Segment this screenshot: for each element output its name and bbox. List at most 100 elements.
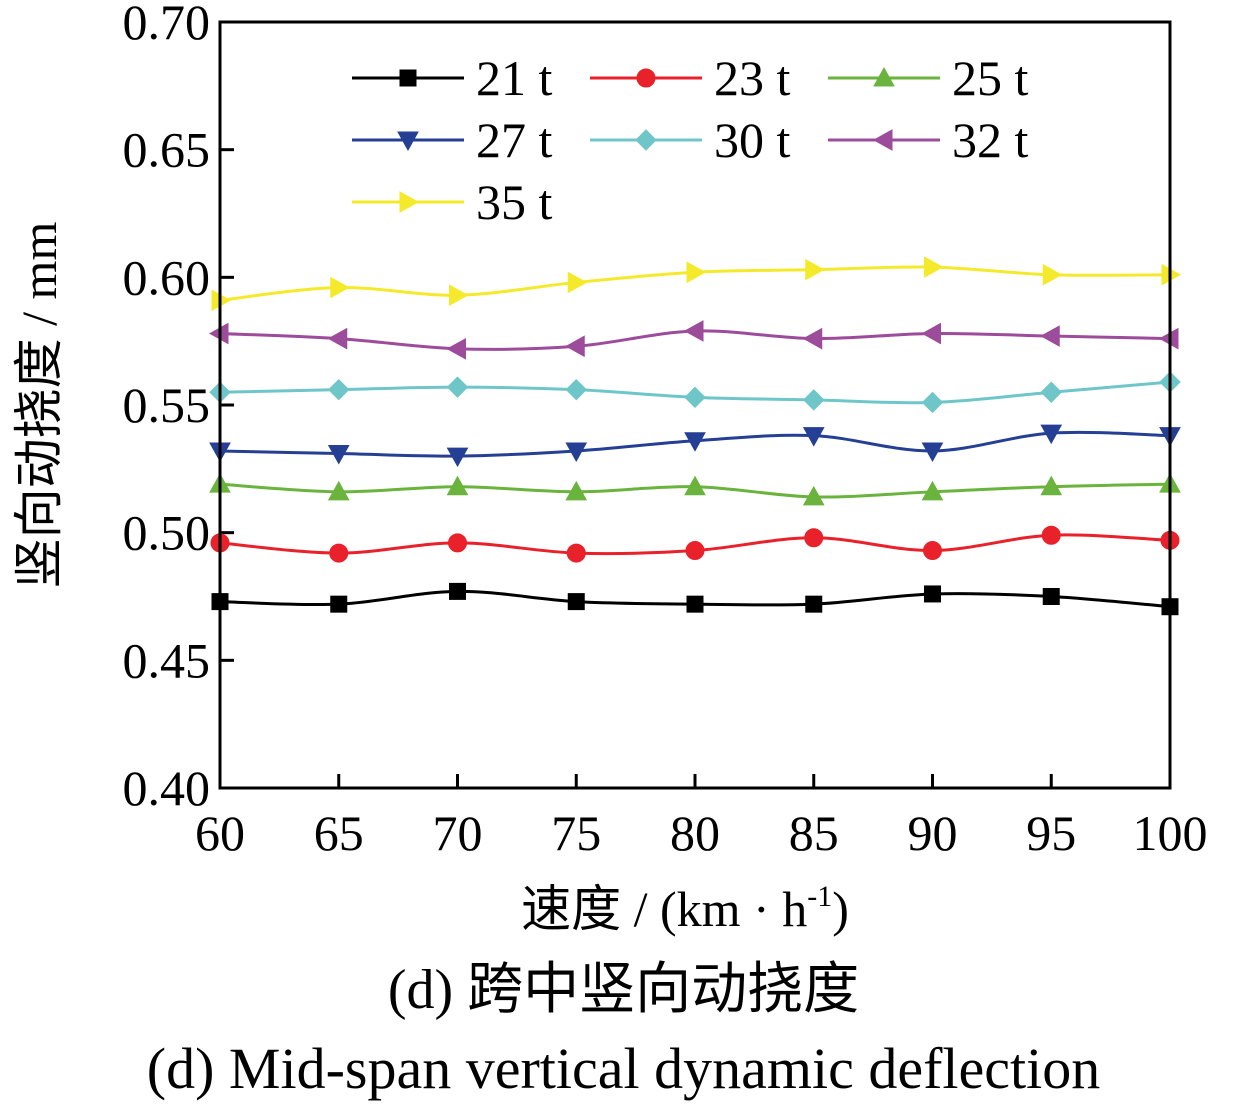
legend-item: 35 t (352, 174, 553, 230)
data-point (684, 475, 706, 496)
data-point (802, 485, 825, 506)
legend-label: 27 t (476, 112, 553, 168)
legend-marker (635, 129, 657, 151)
data-point (330, 276, 350, 299)
data-point (805, 258, 825, 281)
y-tick-label: 0.65 (123, 122, 211, 178)
data-point (449, 582, 466, 600)
y-tick-label: 0.45 (123, 632, 211, 688)
y-tick-label: 0.70 (123, 0, 211, 50)
legend-item: 23 t (590, 50, 791, 106)
x-axis-label-close: ) (832, 881, 849, 937)
data-point (686, 595, 704, 613)
data-point (921, 322, 941, 345)
x-axis-label-superscript: -1 (807, 880, 832, 913)
x-tick-label: 85 (789, 805, 839, 861)
data-point (1042, 263, 1063, 286)
data-point (921, 480, 944, 501)
data-point (1040, 381, 1062, 403)
legend-label: 32 t (952, 112, 1029, 168)
legend-item: 21 t (352, 50, 553, 106)
y-tick-label: 0.50 (123, 505, 211, 561)
data-point (921, 391, 944, 414)
data-point (924, 585, 941, 603)
legend-item: 25 t (828, 50, 1029, 106)
legend-item: 30 t (590, 112, 791, 168)
x-tick-label: 65 (314, 805, 364, 861)
series-30t (209, 371, 1181, 414)
data-point (802, 427, 825, 447)
ticks-layer: 0.40 0.45 0.50 0.55 0.60 0.65 0.70 60 65 70 75 80 85… (123, 0, 1208, 861)
data-point (924, 256, 944, 278)
caption-english: (d) Mid-span vertical dynamic deflection (146, 1036, 1101, 1101)
data-point (685, 541, 705, 561)
series-layer (208, 256, 1182, 616)
data-point (683, 320, 704, 342)
line-chart: 0.40 0.45 0.50 0.55 0.60 0.65 0.70 60 65 70 75 80 85… (11, 0, 1208, 937)
data-point (684, 386, 706, 409)
legend-marker (397, 131, 419, 152)
legend-label: 21 t (476, 50, 553, 106)
x-tick-label: 100 (1133, 805, 1208, 861)
series-21t (211, 582, 1179, 616)
data-point (327, 327, 348, 350)
x-tick-label: 60 (195, 805, 245, 861)
legend-marker (636, 68, 656, 88)
data-point (446, 447, 469, 468)
legend: 21 t 23 t 25 t 27 t 30 t 32 t 35 t (352, 50, 1029, 230)
data-point (449, 284, 469, 307)
data-point (565, 442, 588, 462)
legend-marker (399, 191, 420, 213)
data-point (566, 543, 586, 563)
data-point (565, 378, 587, 401)
series-27t (209, 424, 1181, 468)
data-point (923, 541, 942, 561)
x-axis-label-main: 速度 / (km · h (521, 881, 807, 937)
x-tick-label: 95 (1026, 805, 1076, 861)
legend-label: 25 t (952, 50, 1029, 106)
y-tick-label: 0.60 (123, 249, 211, 305)
data-point (567, 271, 588, 294)
data-point (1040, 475, 1063, 496)
y-axis-label: 竖向动挠度 / mm (11, 222, 67, 589)
legend-label: 35 t (476, 174, 553, 230)
data-point (1042, 588, 1060, 605)
data-point (803, 389, 825, 411)
legend-item: 32 t (828, 112, 1029, 168)
data-point (327, 480, 350, 501)
data-point (684, 432, 706, 452)
data-point (446, 376, 469, 398)
x-axis-label: 速度 / (km · h-1) (521, 880, 849, 937)
series-23t (210, 525, 1180, 563)
legend-marker (873, 66, 895, 87)
data-point (686, 261, 707, 284)
x-tick-label: 70 (433, 805, 483, 861)
data-point (446, 475, 469, 496)
x-tick-label: 75 (551, 805, 601, 861)
legend-label: 23 t (714, 50, 791, 106)
data-point (567, 593, 585, 611)
x-tick-label: 80 (670, 805, 720, 861)
data-point (330, 595, 348, 613)
data-point (804, 528, 824, 548)
series-35t (211, 256, 1182, 312)
legend-marker (872, 129, 893, 151)
legend-marker (399, 69, 417, 87)
data-point (446, 337, 466, 360)
data-point (1041, 525, 1061, 545)
series-25t (209, 473, 1181, 506)
legend-label: 30 t (714, 112, 791, 168)
data-point (329, 543, 349, 563)
data-point (802, 327, 823, 350)
data-point (1040, 424, 1063, 445)
y-tick-label: 0.55 (123, 377, 211, 433)
data-point (565, 335, 585, 358)
caption-chinese: (d) 跨中竖向动挠度 (387, 959, 860, 1021)
data-point (327, 445, 350, 465)
data-point (448, 533, 467, 553)
data-point (328, 378, 350, 401)
data-point (1040, 325, 1060, 347)
x-tick-label: 90 (908, 805, 958, 861)
y-tick-label: 0.40 (123, 760, 211, 816)
legend-item: 27 t (352, 112, 553, 168)
